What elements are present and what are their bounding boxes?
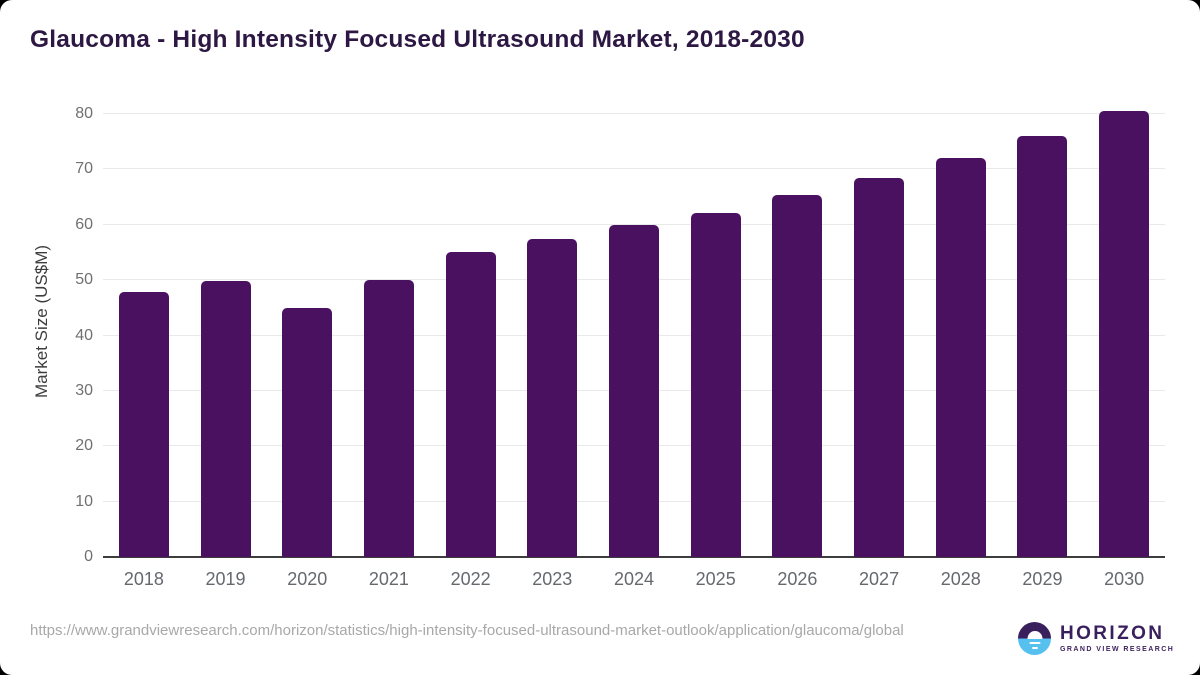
bar-2030[interactable] — [1099, 111, 1150, 557]
x-tick-label-2030: 2030 — [1104, 569, 1145, 589]
x-tick-label-2022: 2022 — [450, 569, 491, 589]
gridline-70 — [103, 168, 1165, 170]
bar-2025[interactable] — [690, 212, 741, 557]
x-tick-label-2023: 2023 — [532, 569, 573, 589]
y-tick-label-40: 40 — [75, 326, 93, 344]
x-tick-label-2026: 2026 — [777, 569, 818, 589]
x-tick-label-2025: 2025 — [695, 569, 736, 589]
x-tick-label-2019: 2019 — [205, 569, 246, 589]
logo-text: HORIZON GRAND VIEW RESEARCH — [1060, 623, 1175, 654]
bar-2022[interactable] — [445, 252, 496, 557]
x-tick-label-2029: 2029 — [1022, 569, 1063, 589]
bar-2020[interactable] — [282, 307, 333, 557]
y-tick-label-20: 20 — [75, 437, 93, 455]
y-tick-label-50: 50 — [75, 271, 93, 289]
bar-2029[interactable] — [1017, 136, 1068, 557]
x-tick-label-2027: 2027 — [859, 569, 900, 589]
x-tick-label-2018: 2018 — [123, 569, 164, 589]
x-axis-line — [103, 556, 1165, 558]
bar-2026[interactable] — [772, 194, 823, 557]
y-axis-title: Market Size (US$M) — [32, 244, 51, 398]
bar-2023[interactable] — [527, 238, 578, 557]
plot-area — [103, 85, 1165, 558]
logo-name: HORIZON — [1060, 623, 1165, 644]
x-tick-label-2020: 2020 — [287, 569, 328, 589]
bar-2019[interactable] — [200, 281, 251, 557]
gridline-80 — [103, 113, 1165, 114]
bar-2028[interactable] — [935, 158, 986, 557]
x-tick-label-2024: 2024 — [613, 569, 655, 589]
bar-2021[interactable] — [363, 279, 414, 557]
bar-2027[interactable] — [854, 177, 905, 557]
horizon-logo[interactable]: HORIZON GRAND VIEW RESEARCH — [1018, 622, 1174, 655]
y-tick-label-70: 70 — [75, 160, 93, 178]
chart-title: Glaucoma - High Intensity Focused Ultras… — [30, 26, 805, 53]
y-tick-label-60: 60 — [75, 215, 93, 233]
gridline-60 — [103, 223, 1165, 225]
y-tick-label-0: 0 — [84, 548, 93, 565]
y-tick-label-80: 80 — [75, 105, 93, 122]
bar-2024[interactable] — [609, 225, 659, 557]
x-tick-label-2021: 2021 — [368, 569, 409, 589]
horizon-logo-icon — [1018, 622, 1051, 655]
y-tick-label-30: 30 — [75, 381, 93, 399]
logo-sun-shape — [1027, 630, 1042, 639]
logo-reflection-line — [1031, 646, 1038, 649]
y-tick-label-10: 10 — [75, 492, 93, 510]
logo-subtitle: GRAND VIEW RESEARCH — [1060, 646, 1175, 653]
logo-reflection-line — [1029, 641, 1040, 644]
bar-2018[interactable] — [118, 292, 169, 557]
source-url: https://www.grandviewresearch.com/horizo… — [30, 622, 904, 639]
x-tick-label-2028: 2028 — [940, 569, 981, 589]
